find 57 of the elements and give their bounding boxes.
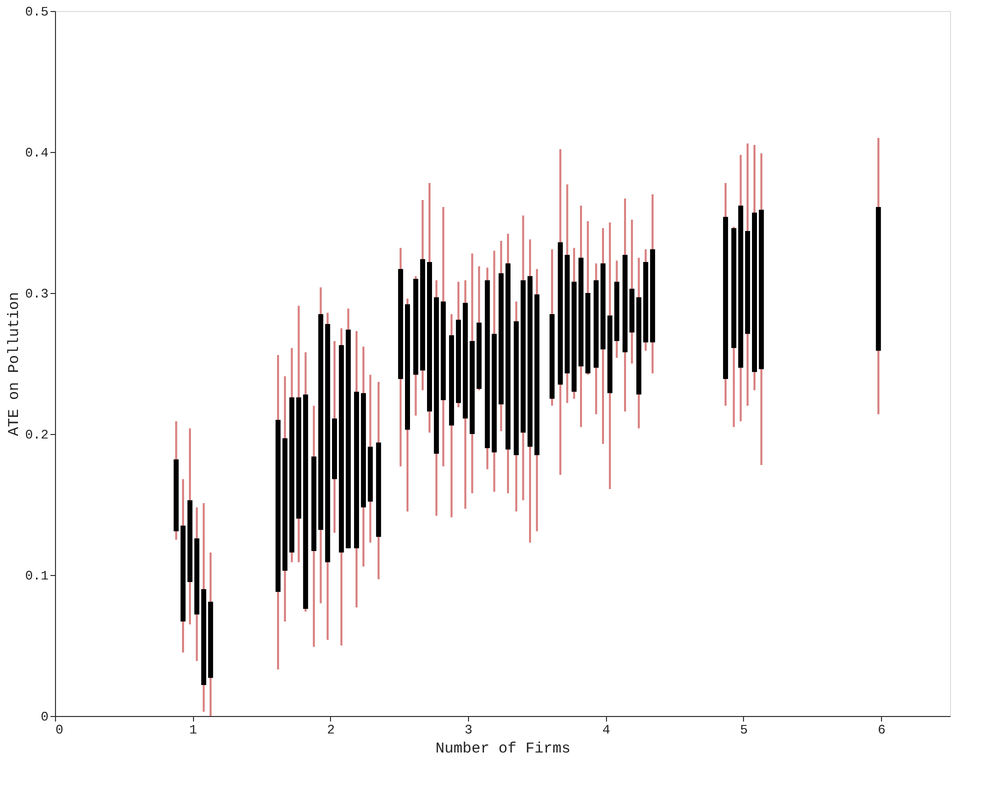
- y-tick-label: 0.5: [25, 4, 48, 20]
- x-tick-label: 0: [56, 722, 64, 738]
- bar: [476, 322, 482, 389]
- y-tick-label: 0.2: [25, 428, 48, 442]
- bar: [360, 393, 366, 508]
- x-tick-label: 5: [740, 722, 748, 738]
- bar: [607, 316, 612, 394]
- bar: [368, 446, 373, 502]
- bar: [276, 420, 281, 592]
- x-tick-label: 4: [602, 722, 610, 738]
- bar: [550, 314, 555, 399]
- bar: [187, 500, 192, 582]
- bar: [600, 263, 606, 350]
- bar: [498, 273, 504, 404]
- bar: [578, 258, 584, 366]
- bar: [506, 263, 511, 450]
- bar: [752, 212, 757, 372]
- x-axis-title: Number of Firms: [435, 740, 571, 758]
- bar: [723, 216, 728, 380]
- bar: [758, 210, 764, 370]
- bar: [585, 293, 590, 374]
- bar: [208, 602, 214, 678]
- bar: [282, 438, 288, 571]
- bar: [354, 392, 360, 548]
- bar: [572, 282, 577, 392]
- bar: [528, 276, 533, 447]
- bar: [332, 418, 338, 480]
- bar: [404, 304, 410, 430]
- y-tick-label: 0.1: [25, 568, 49, 584]
- y-tick-label: 0.4: [25, 146, 49, 160]
- bar: [303, 394, 308, 609]
- bar: [427, 262, 432, 412]
- bar: [614, 282, 620, 341]
- bar: [180, 526, 186, 622]
- x-tick-label: 6: [878, 722, 886, 738]
- bar: [449, 335, 454, 426]
- bar: [325, 324, 330, 562]
- bar: [434, 297, 439, 454]
- y-tick-label: 0.3: [25, 286, 48, 302]
- bar: [745, 230, 750, 334]
- x-tick-label: 1: [189, 722, 198, 738]
- y-axis-title: ATE on Pollution: [6, 292, 24, 436]
- y-tick-label: 0: [40, 710, 48, 724]
- bar: [338, 345, 344, 552]
- bar: [456, 320, 461, 403]
- x-tick-label: 2: [326, 722, 335, 738]
- bar: [594, 280, 599, 368]
- bar: [440, 301, 446, 400]
- bar: [650, 249, 656, 342]
- bar: [622, 254, 628, 352]
- bar: [174, 459, 179, 532]
- bar: [534, 294, 540, 456]
- bar: [376, 442, 382, 537]
- bar: [629, 288, 634, 332]
- bar: [876, 206, 881, 351]
- x-tick-label: 3: [464, 722, 472, 738]
- bar: [398, 269, 404, 380]
